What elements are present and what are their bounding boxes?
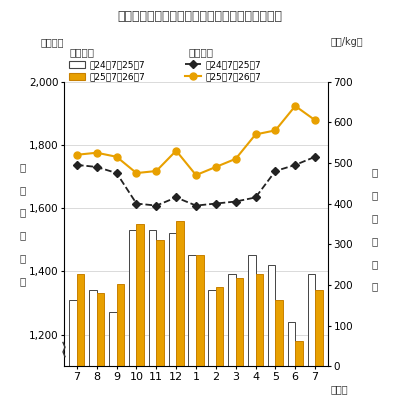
Bar <box>315 290 323 398</box>
Bar <box>169 233 176 398</box>
Bar <box>136 224 144 398</box>
Bar <box>236 278 243 398</box>
Bar <box>256 275 263 398</box>
Bar <box>295 341 303 398</box>
Bar <box>89 290 97 398</box>
Text: （円/kg）: （円/kg） <box>331 37 363 47</box>
Text: 卸: 卸 <box>371 190 377 201</box>
Text: （千頭）: （千頭） <box>40 37 64 47</box>
Bar <box>248 256 256 398</box>
Text: 畜: 畜 <box>20 207 26 217</box>
Bar <box>149 230 156 398</box>
Bar <box>97 293 104 398</box>
Bar <box>117 284 124 398</box>
Text: と: と <box>20 185 26 195</box>
Text: 価: 価 <box>371 236 377 246</box>
Text: 頭: 頭 <box>20 230 26 240</box>
Text: ）: ） <box>20 276 26 286</box>
Text: （: （ <box>20 162 26 172</box>
Bar <box>216 287 223 398</box>
Text: 格: 格 <box>371 259 377 269</box>
Bar <box>129 230 136 398</box>
Bar <box>275 300 283 398</box>
Bar <box>109 312 117 398</box>
Bar <box>69 300 77 398</box>
Text: （: （ <box>371 168 377 178</box>
Bar <box>308 275 315 398</box>
Text: （月）: （月） <box>331 384 348 395</box>
Bar <box>208 290 216 398</box>
Bar <box>228 275 236 398</box>
Bar <box>77 275 84 398</box>
Bar <box>268 265 275 398</box>
Bar <box>196 256 204 398</box>
Bar <box>156 240 164 398</box>
Bar <box>188 256 196 398</box>
Bar <box>176 221 184 398</box>
Text: ）: ） <box>371 281 377 291</box>
Bar <box>288 322 295 398</box>
Text: と畜頭数: と畜頭数 <box>69 47 94 57</box>
Text: 売: 売 <box>371 213 377 223</box>
Text: 豚と畜頭数及び卸売価格（省令）の推移（全国）: 豚と畜頭数及び卸売価格（省令）の推移（全国） <box>118 10 282 23</box>
Text: 数: 数 <box>20 253 26 263</box>
Legend: 平24．7～25．7, 平25．7～26．7: 平24．7～25．7, 平25．7～26．7 <box>185 60 261 82</box>
Text: 卸売価格: 卸売価格 <box>188 47 213 57</box>
